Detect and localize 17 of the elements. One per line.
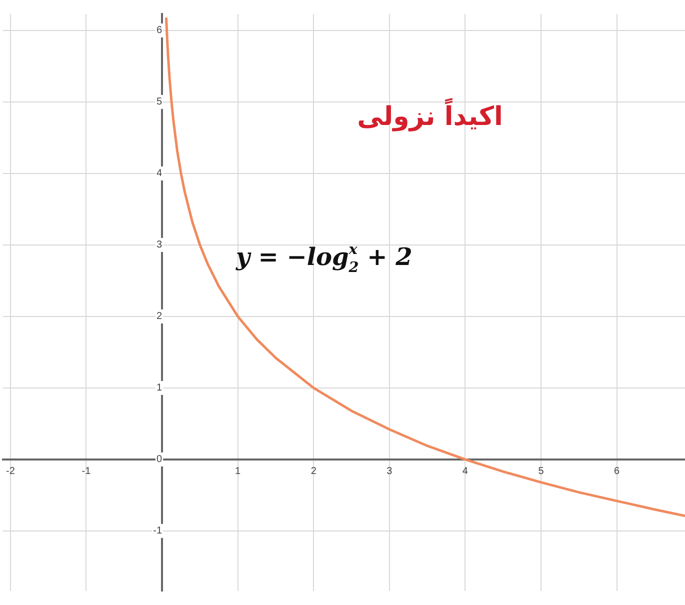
y-tick-label: 4 — [156, 168, 162, 180]
x-tick-label: 1 — [235, 466, 242, 478]
x-tick-label: -2 — [6, 466, 16, 478]
x-tick-label: 2 — [310, 466, 317, 478]
y-tick-label: 0 — [156, 454, 162, 466]
y-tick-label: 3 — [156, 240, 162, 251]
x-tick-label: 3 — [386, 466, 393, 478]
y-tick-label: 5 — [156, 96, 162, 108]
x-tick-label: 6 — [614, 466, 620, 478]
y-tick-label: 1 — [156, 382, 162, 394]
annotation: اكيداً نزولى — [357, 97, 503, 132]
x-tick-label: 4 — [462, 466, 468, 478]
y-tick-label: -1 — [153, 526, 162, 537]
x-tick-label: -1 — [82, 466, 92, 478]
y-tick-label: 2 — [156, 311, 162, 322]
y-tick-label: 6 — [156, 25, 162, 36]
x-tick-label: 5 — [538, 466, 544, 478]
